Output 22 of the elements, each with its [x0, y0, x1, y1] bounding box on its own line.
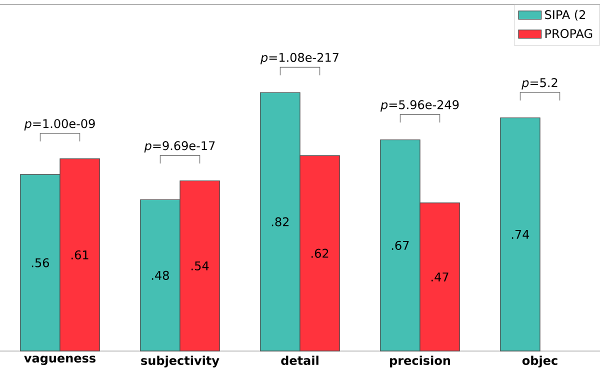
annotation: p=5.2: [522, 78, 558, 90]
annotation: p=1.00e-09: [24, 119, 95, 130]
data-label: .61: [72, 250, 88, 260]
annotation: p=9.69e-17: [144, 141, 215, 153]
data-label: .48: [152, 270, 169, 280]
annotation: p=5.96e-249: [380, 100, 459, 112]
bar: [500, 117, 540, 352]
data-label: .54: [192, 261, 209, 270]
data-label: .62: [312, 248, 328, 258]
annotation: p=1.08e-217: [260, 52, 338, 64]
x-tick-label: detail: [281, 356, 318, 365]
x-tick-label: precision: [390, 356, 450, 368]
x-tick-label: objec: [522, 356, 558, 368]
legend-label: SIPA (2: [545, 10, 586, 21]
data-label: .82: [272, 217, 289, 226]
data-label: .56: [32, 258, 49, 268]
data-label: .74: [512, 230, 530, 239]
x-tick-label: vagueness: [24, 356, 96, 366]
data-label: .47: [432, 272, 448, 282]
x-tick-label: subjectivity: [141, 356, 220, 368]
data-label: .67: [392, 240, 409, 250]
legend-label: PROPAG: [545, 29, 592, 38]
